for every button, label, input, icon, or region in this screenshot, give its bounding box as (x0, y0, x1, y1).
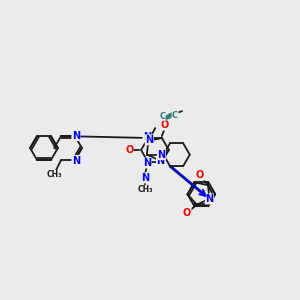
Text: O: O (196, 170, 204, 180)
Text: N: N (157, 156, 165, 166)
Text: N: N (143, 132, 151, 142)
Text: O: O (183, 208, 191, 218)
Text: C: C (159, 112, 165, 121)
Text: N: N (72, 130, 80, 140)
Text: N: N (206, 194, 214, 204)
Text: N: N (141, 173, 149, 183)
Text: O: O (125, 145, 133, 155)
Text: O: O (161, 120, 169, 130)
Text: N: N (158, 150, 166, 160)
Text: CH₃: CH₃ (137, 185, 153, 194)
Text: C: C (172, 111, 178, 120)
Text: N: N (72, 155, 80, 166)
Text: N: N (145, 135, 153, 145)
Text: N: N (143, 158, 151, 168)
Text: CH₃: CH₃ (46, 170, 62, 179)
